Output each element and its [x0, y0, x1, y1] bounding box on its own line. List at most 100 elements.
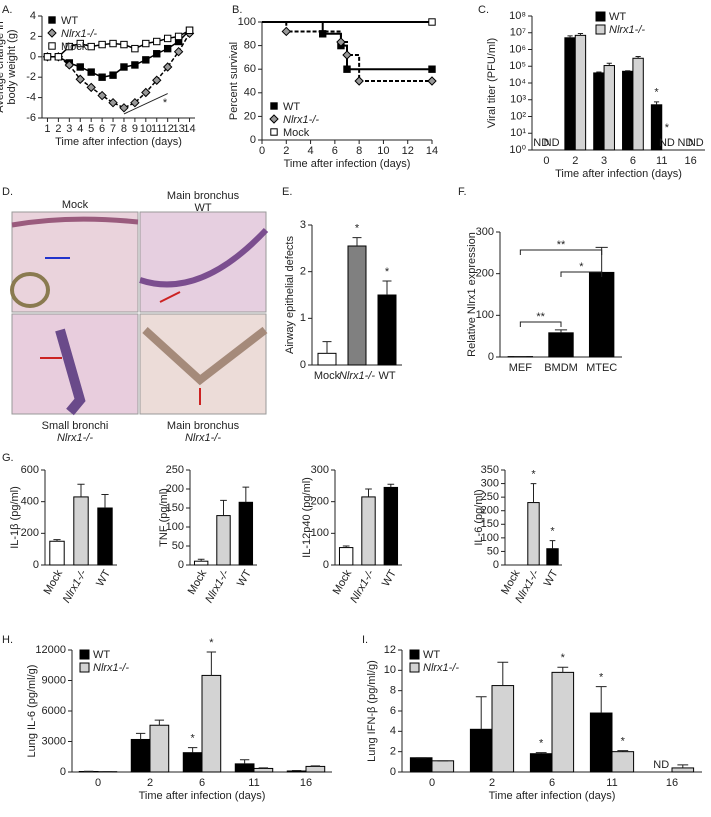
error-bar: [635, 56, 641, 59]
marker: [43, 53, 52, 61]
y-tick-label: 250: [481, 491, 499, 503]
marker: [142, 56, 150, 64]
x-tick-label: 7: [110, 123, 116, 135]
y-tick-label: 0: [493, 559, 499, 571]
panel-label: E.: [282, 186, 292, 198]
y-tick-label: -2: [26, 71, 36, 83]
y-tick-label: 10⁸: [509, 10, 526, 22]
marker: [270, 102, 278, 110]
y-tick-label: 20: [244, 110, 256, 122]
y-tick-label: 12000: [35, 644, 66, 656]
marker: [109, 71, 117, 79]
bar: [574, 34, 587, 151]
panel-label: D.: [2, 186, 13, 198]
bar: [49, 540, 65, 566]
y-tick-label: 10⁷: [510, 27, 526, 39]
y-tick-label: 1: [300, 312, 306, 324]
annotation: *: [190, 733, 195, 745]
error-bar: [554, 329, 568, 333]
y-tick-label: 0: [250, 134, 256, 146]
y-tick-label: 300: [481, 477, 499, 489]
image-label: Mock: [62, 199, 89, 211]
y-tick-label: -4: [26, 92, 36, 104]
legend-label: WT: [609, 11, 626, 23]
marker: [343, 65, 351, 73]
value-label: ND: [653, 759, 669, 771]
y-tick-label: 4: [30, 10, 36, 22]
marker: [281, 26, 291, 37]
bar: [338, 547, 354, 566]
bar: [97, 507, 113, 566]
y-tick-label: 250: [166, 464, 184, 476]
bar: [253, 767, 274, 773]
y-tick-label: 10⁴: [509, 77, 526, 89]
x-tick-label: 9: [132, 123, 138, 135]
marker: [163, 44, 172, 53]
x-tick-label: 6: [630, 155, 636, 167]
error-bar: [53, 539, 61, 542]
image-label: Nlrx1-/-: [185, 432, 221, 444]
y-tick-label: 350: [481, 464, 499, 476]
marker: [427, 76, 437, 86]
marker: [162, 62, 173, 72]
annotation: *: [531, 468, 536, 480]
panel-label: F.: [458, 186, 467, 198]
x-tick-label: 1: [44, 123, 50, 135]
x-tick-label: Mock: [314, 370, 341, 382]
y-axis-label: Average change in: [0, 21, 6, 113]
panel-label: A.: [2, 4, 12, 16]
error-bar: [322, 341, 332, 354]
y-tick-label: 0: [33, 559, 39, 571]
x-tick-label: 0: [95, 777, 101, 789]
value-label: ND: [677, 137, 693, 149]
y-axis-label: Lung IL-6 (pg/ml/g): [26, 665, 38, 758]
x-tick-label: Mock: [331, 568, 355, 597]
marker: [131, 61, 139, 69]
marker: [141, 87, 151, 98]
x-tick-label: 12: [162, 123, 174, 135]
error-bar: [365, 488, 372, 497]
image-label: WT: [194, 202, 211, 214]
y-axis-label: IL-1β (pg/ml): [9, 486, 21, 549]
error-bar: [557, 666, 569, 673]
legend-label: Nlrx1-/-: [423, 662, 459, 674]
bar: [201, 674, 222, 773]
value-label: ND: [533, 137, 549, 149]
bar: [529, 753, 553, 773]
marker: [342, 50, 352, 60]
y-tick-label: -6: [26, 112, 36, 124]
x-axis-label: Time after infection (days): [555, 168, 682, 180]
bar: [551, 671, 575, 773]
bar: [193, 560, 209, 566]
y-tick-label: 400: [21, 496, 39, 508]
y-tick-label: 300: [311, 464, 329, 476]
y-tick-label: 0: [323, 559, 329, 571]
image-label: Main bronchus: [167, 420, 240, 432]
y-axis-label: TNF (pg/ml): [158, 488, 170, 547]
bar: [546, 548, 559, 566]
marker: [98, 40, 106, 49]
y-tick-label: 3: [300, 219, 306, 231]
x-tick-label: 2: [283, 145, 289, 157]
tissue: [55, 328, 86, 416]
error-bar: [387, 483, 395, 488]
error-bar: [625, 70, 631, 72]
bar: [469, 728, 493, 773]
x-tick-label: WT: [94, 568, 113, 589]
marker: [152, 75, 162, 85]
bracket: [123, 93, 168, 115]
error-bar: [77, 483, 85, 497]
marker: [319, 30, 327, 38]
panel-label: B.: [232, 4, 242, 16]
annotation: *: [385, 266, 390, 278]
x-tick-label: WT: [380, 568, 399, 589]
bar: [361, 496, 376, 566]
y-axis-label: IL-6 (pg/ml): [473, 489, 485, 545]
x-tick-label: 2: [489, 777, 495, 789]
bar: [491, 685, 515, 773]
marker: [119, 103, 129, 113]
x-tick-label: 4: [77, 123, 83, 135]
x-tick-label: 11: [248, 777, 259, 789]
legend-label: Nlrx1-/-: [283, 114, 319, 126]
